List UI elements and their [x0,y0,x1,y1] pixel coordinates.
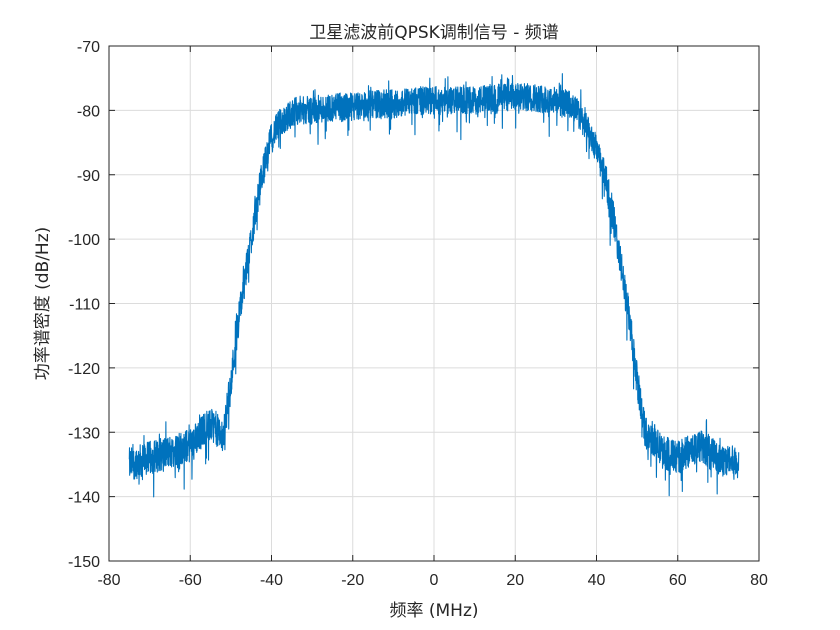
x-tick-label: -20 [341,572,364,589]
y-tick-label: -140 [68,490,100,507]
grid [108,45,760,562]
x-axis-label: 频率 (MHz) [389,601,478,621]
x-tick-label: 0 [430,572,439,589]
x-tick-label: 60 [669,572,687,589]
chart-title: 卫星滤波前QPSK调制信号 - 频谱 [309,23,559,43]
x-tick-labels: -80 -60 -40 -20 0 20 40 60 80 [97,572,768,589]
series-group [128,73,740,498]
y-tick-label: -80 [77,103,100,120]
x-tick-label: -80 [97,572,120,589]
y-tick-label: -70 [77,39,100,56]
y-tick-label: -90 [77,168,100,185]
x-tick-label: 80 [750,572,768,589]
x-tick-label: -60 [179,572,202,589]
spectrum-line [128,73,740,498]
ticks [108,45,760,562]
y-tick-label: -150 [68,554,100,571]
x-tick-label: -40 [260,572,283,589]
y-tick-label: -110 [69,297,100,314]
y-tick-label: -130 [68,425,100,442]
y-tick-label: -100 [68,232,100,249]
y-tick-labels: -150 -140 -130 -120 -110 -100 -90 -80 -70 [68,39,100,571]
x-tick-label: 40 [588,572,606,589]
x-tick-label: 20 [506,572,524,589]
y-axis-label: 功率谱密度 (dB/Hz) [33,227,53,381]
y-tick-label: -120 [68,361,100,378]
